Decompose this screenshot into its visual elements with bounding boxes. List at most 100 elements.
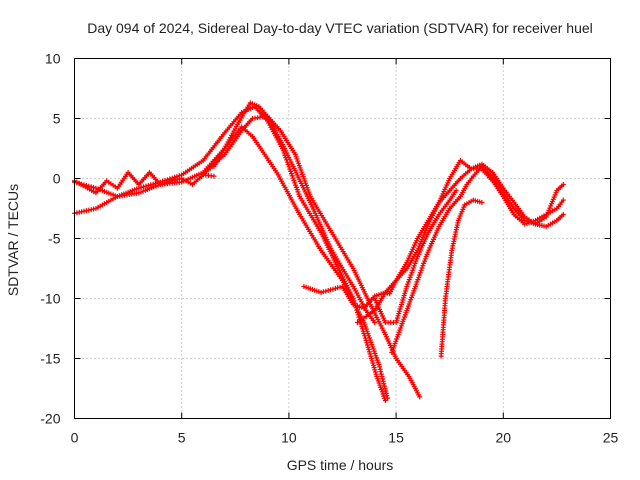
data-point xyxy=(560,212,566,217)
data-point xyxy=(362,333,368,339)
data-point xyxy=(323,288,329,294)
data-point xyxy=(417,270,423,276)
data-point xyxy=(284,150,290,156)
data-point xyxy=(419,265,425,271)
series-arc-3 xyxy=(200,113,423,400)
data-point xyxy=(295,189,301,195)
data-point xyxy=(289,171,294,177)
data-point xyxy=(456,215,462,221)
data-point xyxy=(143,183,149,189)
data-point xyxy=(318,290,324,295)
data-point xyxy=(330,286,336,292)
data-point xyxy=(422,258,427,264)
y-tick-label: 0 xyxy=(53,171,61,187)
data-point xyxy=(362,335,368,341)
data-point xyxy=(296,160,301,166)
data-point xyxy=(410,267,416,273)
data-point xyxy=(391,343,397,349)
grid-lines xyxy=(74,58,611,419)
data-point xyxy=(421,260,427,266)
data-point xyxy=(364,342,370,348)
data-point xyxy=(394,334,400,340)
data-point xyxy=(371,365,377,370)
data-point xyxy=(560,182,566,187)
data-point xyxy=(211,173,217,179)
data-point xyxy=(410,265,416,271)
data-point xyxy=(370,360,376,366)
data-point xyxy=(292,180,298,186)
x-tick-label: 25 xyxy=(603,430,619,446)
data-point xyxy=(406,279,411,285)
y-axis-label: SDTVAR / TECUs xyxy=(5,184,21,296)
data-point xyxy=(141,184,147,190)
data-point xyxy=(169,175,175,181)
data-point xyxy=(403,286,409,292)
y-tick-label: 10 xyxy=(45,51,61,67)
data-point xyxy=(286,164,292,170)
data-point xyxy=(354,307,360,313)
x-tick-label: 20 xyxy=(496,430,512,446)
data-point xyxy=(356,314,362,320)
y-tick-label: -15 xyxy=(40,351,60,367)
y-tick-labels: 10 5 0 -5 -10 -15 -20 xyxy=(40,51,60,427)
data-point xyxy=(363,338,369,343)
chart-title: Day 094 of 2024, Sidereal Day-to-day VTE… xyxy=(87,20,593,36)
data-point xyxy=(453,188,459,193)
data-point xyxy=(355,312,361,318)
series-arc-10 xyxy=(438,197,485,359)
data-point xyxy=(412,260,418,266)
data-point xyxy=(294,187,300,193)
data-point xyxy=(406,277,412,283)
data-point xyxy=(150,181,156,187)
data-point xyxy=(360,326,365,332)
data-point xyxy=(413,258,419,264)
x-tick-label: 0 xyxy=(71,430,79,446)
series-arc-9 xyxy=(372,188,459,325)
data-point xyxy=(460,206,466,212)
data-point xyxy=(412,284,418,289)
data-point xyxy=(382,398,388,403)
data-point xyxy=(417,394,423,400)
x-tick-label: 10 xyxy=(281,430,297,446)
data-point xyxy=(415,277,421,283)
data-point xyxy=(172,174,178,180)
data-point xyxy=(404,284,410,289)
data-point xyxy=(376,362,382,367)
data-point xyxy=(390,347,396,353)
x-tick-labels: 0 5 10 15 20 25 xyxy=(71,430,619,446)
data-point xyxy=(413,281,419,287)
data-point xyxy=(417,272,422,278)
data-point xyxy=(416,274,422,280)
data-point xyxy=(358,321,364,327)
axis-ticks xyxy=(74,58,611,419)
data-point xyxy=(291,178,297,183)
data-point xyxy=(560,197,566,203)
data-point xyxy=(296,191,302,197)
data-point xyxy=(396,308,402,314)
data-point xyxy=(148,182,154,188)
data-point xyxy=(402,290,408,296)
series-arc-5 xyxy=(211,100,378,325)
data-point xyxy=(91,184,97,190)
data-point xyxy=(414,279,420,285)
x-tick-label: 15 xyxy=(388,430,404,446)
data-point xyxy=(422,256,428,262)
series-arc-4 xyxy=(72,170,217,196)
data-point xyxy=(372,320,378,325)
data-point xyxy=(359,324,365,329)
data-point xyxy=(418,267,424,273)
data-point xyxy=(325,288,331,293)
data-point xyxy=(395,313,401,319)
data-point xyxy=(355,310,360,315)
data-point xyxy=(381,381,387,387)
data-point xyxy=(293,182,298,188)
y-tick-label: -10 xyxy=(40,291,60,307)
data-point xyxy=(289,173,295,179)
data-point xyxy=(420,263,426,269)
y-tick-label: 5 xyxy=(53,111,61,127)
data-point xyxy=(405,281,411,287)
series-arc-7 xyxy=(355,161,566,325)
y-tick-label: -20 xyxy=(40,411,60,427)
